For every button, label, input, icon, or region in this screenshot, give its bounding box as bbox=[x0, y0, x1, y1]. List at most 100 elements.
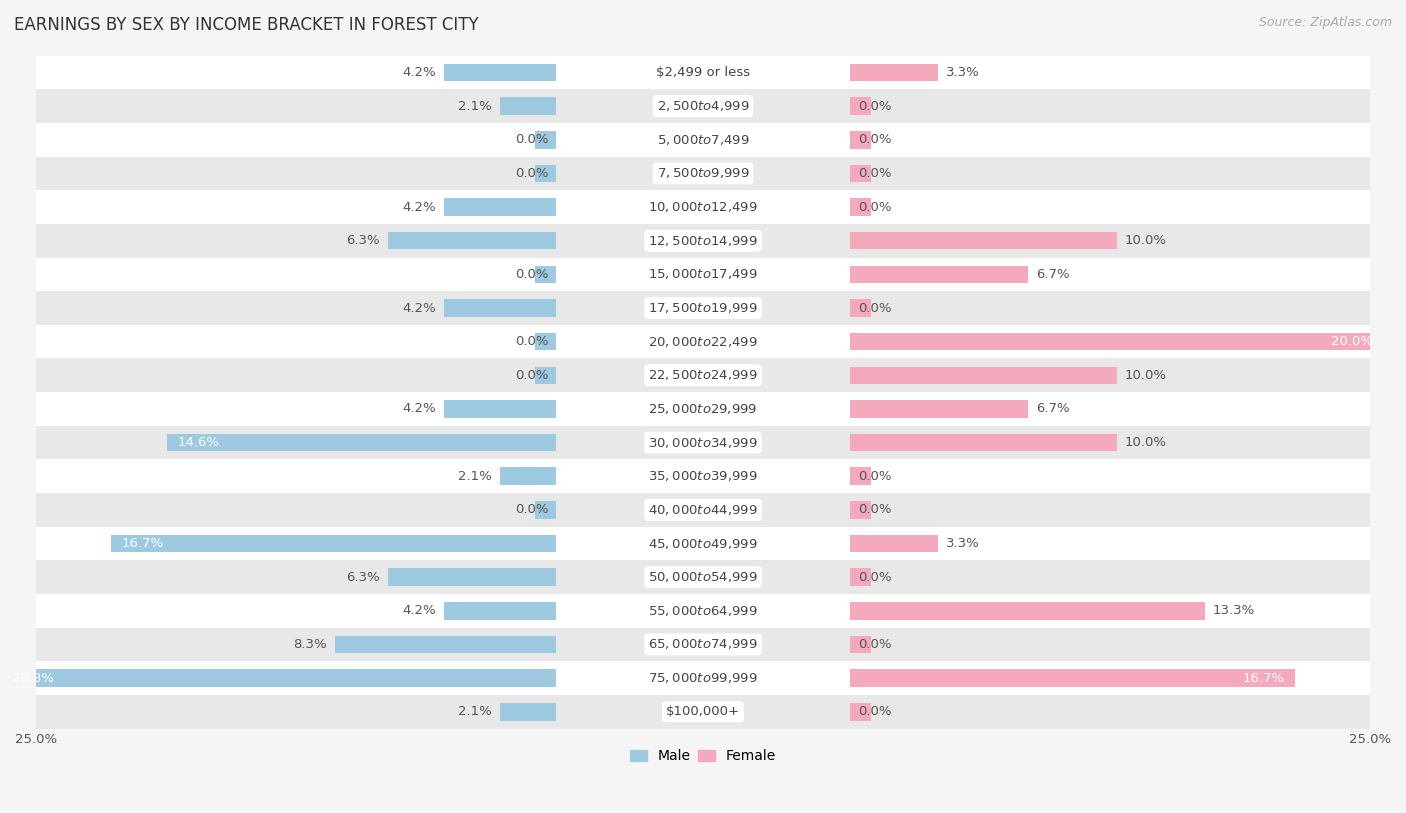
Bar bbox=[849, 266, 1028, 283]
Bar bbox=[534, 333, 557, 350]
Text: 13.3%: 13.3% bbox=[1212, 604, 1254, 617]
Text: 4.2%: 4.2% bbox=[402, 604, 436, 617]
Bar bbox=[534, 669, 557, 687]
Bar bbox=[849, 434, 872, 451]
Text: 3.3%: 3.3% bbox=[946, 66, 980, 79]
Bar bbox=[849, 636, 872, 653]
Bar bbox=[501, 703, 557, 720]
Bar bbox=[111, 535, 557, 552]
Bar bbox=[37, 291, 1369, 325]
Bar bbox=[534, 636, 557, 653]
Text: $17,500 to $19,999: $17,500 to $19,999 bbox=[648, 301, 758, 315]
Text: 10.0%: 10.0% bbox=[1125, 234, 1167, 247]
Bar bbox=[534, 602, 557, 620]
Text: 6.3%: 6.3% bbox=[346, 571, 380, 584]
Bar bbox=[1, 669, 557, 687]
Text: 0.0%: 0.0% bbox=[515, 335, 548, 348]
Text: 0.0%: 0.0% bbox=[858, 470, 891, 483]
Text: 4.2%: 4.2% bbox=[402, 201, 436, 214]
Bar bbox=[37, 55, 1369, 89]
Bar bbox=[534, 98, 557, 115]
Text: $10,000 to $12,499: $10,000 to $12,499 bbox=[648, 200, 758, 214]
Bar bbox=[849, 669, 1295, 687]
Bar bbox=[849, 535, 872, 552]
Bar bbox=[167, 434, 557, 451]
Text: 0.0%: 0.0% bbox=[858, 503, 891, 516]
Text: 0.0%: 0.0% bbox=[515, 369, 548, 382]
Text: $35,000 to $39,999: $35,000 to $39,999 bbox=[648, 469, 758, 483]
Text: 20.8%: 20.8% bbox=[13, 672, 53, 685]
Bar bbox=[37, 560, 1369, 594]
Bar bbox=[849, 400, 872, 418]
Text: 20.0%: 20.0% bbox=[1330, 335, 1372, 348]
Text: 0.0%: 0.0% bbox=[515, 133, 548, 146]
Text: 2.1%: 2.1% bbox=[458, 100, 492, 113]
Text: 0.0%: 0.0% bbox=[858, 706, 891, 718]
Text: 0.0%: 0.0% bbox=[858, 133, 891, 146]
Text: $5,000 to $7,499: $5,000 to $7,499 bbox=[657, 133, 749, 147]
Bar bbox=[444, 63, 557, 81]
Text: 14.6%: 14.6% bbox=[177, 436, 219, 449]
Bar bbox=[534, 434, 557, 451]
Bar bbox=[534, 198, 557, 215]
Bar bbox=[37, 661, 1369, 695]
Text: 8.3%: 8.3% bbox=[294, 638, 326, 651]
Bar bbox=[37, 527, 1369, 560]
Bar bbox=[37, 594, 1369, 628]
Text: 4.2%: 4.2% bbox=[402, 66, 436, 79]
Bar bbox=[534, 501, 557, 519]
Bar bbox=[849, 535, 938, 552]
Bar bbox=[849, 400, 1028, 418]
Bar bbox=[849, 669, 872, 687]
Text: 0.0%: 0.0% bbox=[515, 503, 548, 516]
Text: $25,000 to $29,999: $25,000 to $29,999 bbox=[648, 402, 758, 416]
Text: 4.2%: 4.2% bbox=[402, 402, 436, 415]
Bar bbox=[849, 299, 872, 317]
Bar bbox=[849, 367, 1116, 384]
Bar bbox=[849, 602, 872, 620]
Bar bbox=[444, 198, 557, 215]
Bar bbox=[335, 636, 557, 653]
Bar bbox=[849, 165, 872, 182]
Text: $20,000 to $22,499: $20,000 to $22,499 bbox=[648, 335, 758, 349]
Bar bbox=[849, 602, 1205, 620]
Bar bbox=[849, 568, 872, 586]
Legend: Male, Female: Male, Female bbox=[624, 744, 782, 769]
Bar bbox=[849, 266, 872, 283]
Bar bbox=[849, 63, 872, 81]
Bar bbox=[444, 602, 557, 620]
Bar bbox=[849, 63, 938, 81]
Text: 0.0%: 0.0% bbox=[858, 302, 891, 315]
Text: 6.7%: 6.7% bbox=[1036, 402, 1070, 415]
Text: $15,000 to $17,499: $15,000 to $17,499 bbox=[648, 267, 758, 281]
Text: 6.7%: 6.7% bbox=[1036, 267, 1070, 280]
Bar bbox=[444, 299, 557, 317]
Bar bbox=[37, 359, 1369, 392]
Bar bbox=[534, 703, 557, 720]
Text: $65,000 to $74,999: $65,000 to $74,999 bbox=[648, 637, 758, 651]
Bar bbox=[534, 165, 557, 182]
Bar bbox=[37, 89, 1369, 123]
Bar bbox=[37, 426, 1369, 459]
Bar bbox=[37, 190, 1369, 224]
Text: 0.0%: 0.0% bbox=[858, 100, 891, 113]
Text: $40,000 to $44,999: $40,000 to $44,999 bbox=[648, 503, 758, 517]
Bar bbox=[849, 333, 872, 350]
Bar bbox=[37, 459, 1369, 493]
Bar bbox=[37, 325, 1369, 359]
Bar bbox=[534, 131, 557, 149]
Text: 16.7%: 16.7% bbox=[1243, 672, 1285, 685]
Bar bbox=[534, 299, 557, 317]
Bar bbox=[388, 568, 557, 586]
Bar bbox=[534, 266, 557, 283]
Bar bbox=[37, 493, 1369, 527]
Text: Source: ZipAtlas.com: Source: ZipAtlas.com bbox=[1258, 16, 1392, 29]
Bar bbox=[388, 232, 557, 250]
Text: $2,499 or less: $2,499 or less bbox=[657, 66, 749, 79]
Bar bbox=[444, 400, 557, 418]
Bar bbox=[849, 232, 1116, 250]
Text: 3.3%: 3.3% bbox=[946, 537, 980, 550]
Text: 0.0%: 0.0% bbox=[858, 201, 891, 214]
Bar bbox=[37, 258, 1369, 291]
Text: 0.0%: 0.0% bbox=[858, 571, 891, 584]
